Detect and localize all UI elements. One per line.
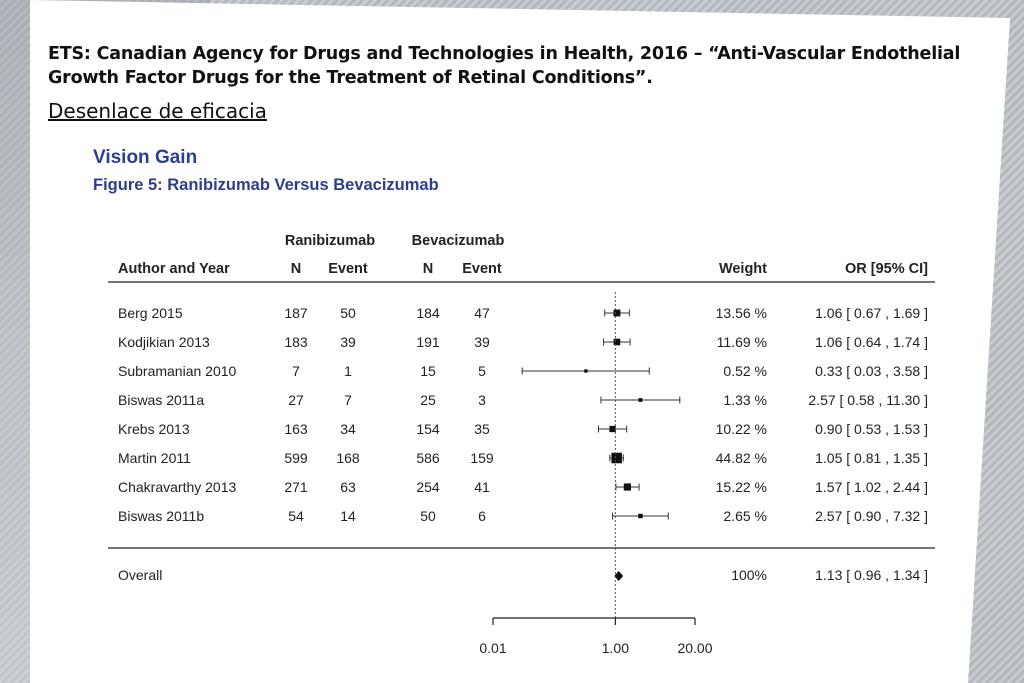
study-label: Kodjikian 2013	[118, 334, 210, 350]
bevacizumab-event: 5	[478, 363, 486, 379]
ranibizumab-n: 54	[288, 508, 304, 524]
study-or-ci: 0.90 [ 0.53 , 1.53 ]	[815, 421, 928, 437]
bevacizumab-event: 35	[474, 421, 490, 437]
bevacizumab-event: 6	[478, 508, 486, 524]
ranibizumab-event: 50	[340, 305, 356, 321]
bevacizumab-event: 3	[478, 392, 486, 408]
bevacizumab-event: 39	[474, 334, 490, 350]
bevacizumab-n: 184	[416, 305, 440, 321]
bevacizumab-n: 50	[420, 508, 436, 524]
bevacizumab-event: 159	[470, 450, 494, 466]
study-label: Biswas 2011a	[118, 392, 204, 408]
study-weight: 15.22 %	[716, 479, 767, 495]
ranibizumab-n: 183	[284, 334, 308, 350]
column-header: OR [95% CI]	[845, 261, 928, 277]
point-estimate-square	[613, 338, 621, 346]
study-or-ci: 2.57 [ 0.58 , 11.30 ]	[808, 392, 928, 408]
study-weight: 2.65 %	[723, 508, 767, 524]
group-header-ranibizumab: Ranibizumab	[285, 233, 375, 249]
figure-title: Vision Gain	[93, 147, 198, 168]
column-header: Weight	[719, 261, 767, 277]
column-header: Author and Year	[118, 261, 230, 277]
ranibizumab-event: 63	[340, 479, 356, 495]
point-estimate-square	[584, 369, 588, 373]
study-or-ci: 1.57 [ 1.02 , 2.44 ]	[815, 479, 928, 495]
study-label: Chakravarthy 2013	[118, 479, 237, 495]
slide-heading: ETS: Canadian Agency for Drugs and Techn…	[48, 44, 961, 88]
bevacizumab-n: 191	[416, 334, 440, 350]
column-header: Event	[462, 261, 502, 277]
study-or-ci: 1.05 [ 0.81 , 1.35 ]	[815, 450, 928, 466]
bevacizumab-n: 254	[416, 479, 440, 495]
point-estimate-square	[638, 513, 643, 519]
x-axis-tick-label: 20.00	[677, 640, 712, 656]
forest-rows: Berg 2015 187 50 184 47 13.56 % 1.06 [ 0.67 , …	[118, 305, 928, 583]
point-estimate-square	[623, 483, 631, 491]
ranibizumab-event: 1	[344, 363, 352, 379]
study-label: Krebs 2013	[118, 421, 190, 437]
ranibizumab-n: 163	[284, 421, 308, 437]
ranibizumab-n: 27	[288, 392, 304, 408]
overall-diamond	[614, 571, 624, 581]
column-header: N	[291, 261, 301, 277]
study-or-ci: 2.57 [ 0.90 , 7.32 ]	[815, 508, 928, 524]
x-axis-tick-label: 1.00	[602, 640, 629, 656]
study-label: Subramanian 2010	[118, 363, 237, 379]
bevacizumab-n: 154	[416, 421, 440, 437]
ranibizumab-n: 599	[284, 450, 308, 466]
study-weight: 13.56 %	[716, 305, 767, 321]
bevacizumab-n: 25	[420, 392, 436, 408]
overall-label: Overall	[118, 567, 162, 583]
study-label: Biswas 2011b	[118, 508, 204, 524]
ranibizumab-event: 14	[340, 508, 356, 524]
figure-subtitle: Figure 5: Ranibizumab Versus Bevacizumab	[93, 176, 439, 194]
bevacizumab-event: 41	[474, 479, 490, 495]
bevacizumab-n: 15	[420, 363, 436, 379]
ranibizumab-event: 7	[344, 392, 352, 408]
x-axis-tick-label: 0.01	[479, 640, 506, 656]
ranibizumab-n: 187	[284, 305, 308, 321]
point-estimate-square	[611, 452, 622, 464]
bevacizumab-event: 47	[474, 305, 490, 321]
study-weight: 10.22 %	[716, 421, 767, 437]
forest-axis: 0.01 1.00 20.00	[479, 292, 713, 656]
overall-weight: 100%	[731, 567, 767, 583]
point-estimate-square	[638, 398, 643, 402]
column-header: N	[423, 261, 433, 277]
point-estimate-square	[609, 425, 616, 433]
point-estimate-square	[613, 309, 621, 317]
ranibizumab-event: 168	[336, 450, 360, 466]
ranibizumab-event: 34	[340, 421, 356, 437]
overall-or-ci: 1.13 [ 0.96 , 1.34 ]	[815, 567, 928, 583]
study-or-ci: 0.33 [ 0.03 , 3.58 ]	[815, 363, 928, 379]
ranibizumab-n: 7	[292, 363, 300, 379]
group-header-bevacizumab: Bevacizumab	[412, 233, 505, 249]
study-weight: 11.69 %	[717, 334, 767, 350]
study-or-ci: 1.06 [ 0.64 , 1.74 ]	[815, 334, 928, 350]
study-weight: 44.82 %	[716, 450, 767, 466]
slide-subheading: Desenlace de eficacia	[48, 99, 267, 123]
study-weight: 0.52 %	[723, 363, 767, 379]
ranibizumab-event: 39	[340, 334, 356, 350]
ranibizumab-n: 271	[284, 479, 308, 495]
study-label: Berg 2015	[118, 305, 183, 321]
study-or-ci: 1.06 [ 0.67 , 1.69 ]	[815, 305, 928, 321]
study-label: Martin 2011	[118, 450, 191, 466]
forest-headers: Ranibizumab Bevacizumab Author and Year N Ev…	[108, 233, 935, 549]
bevacizumab-n: 586	[416, 450, 440, 466]
study-weight: 1.33 %	[723, 392, 767, 408]
column-header: Event	[328, 261, 368, 277]
